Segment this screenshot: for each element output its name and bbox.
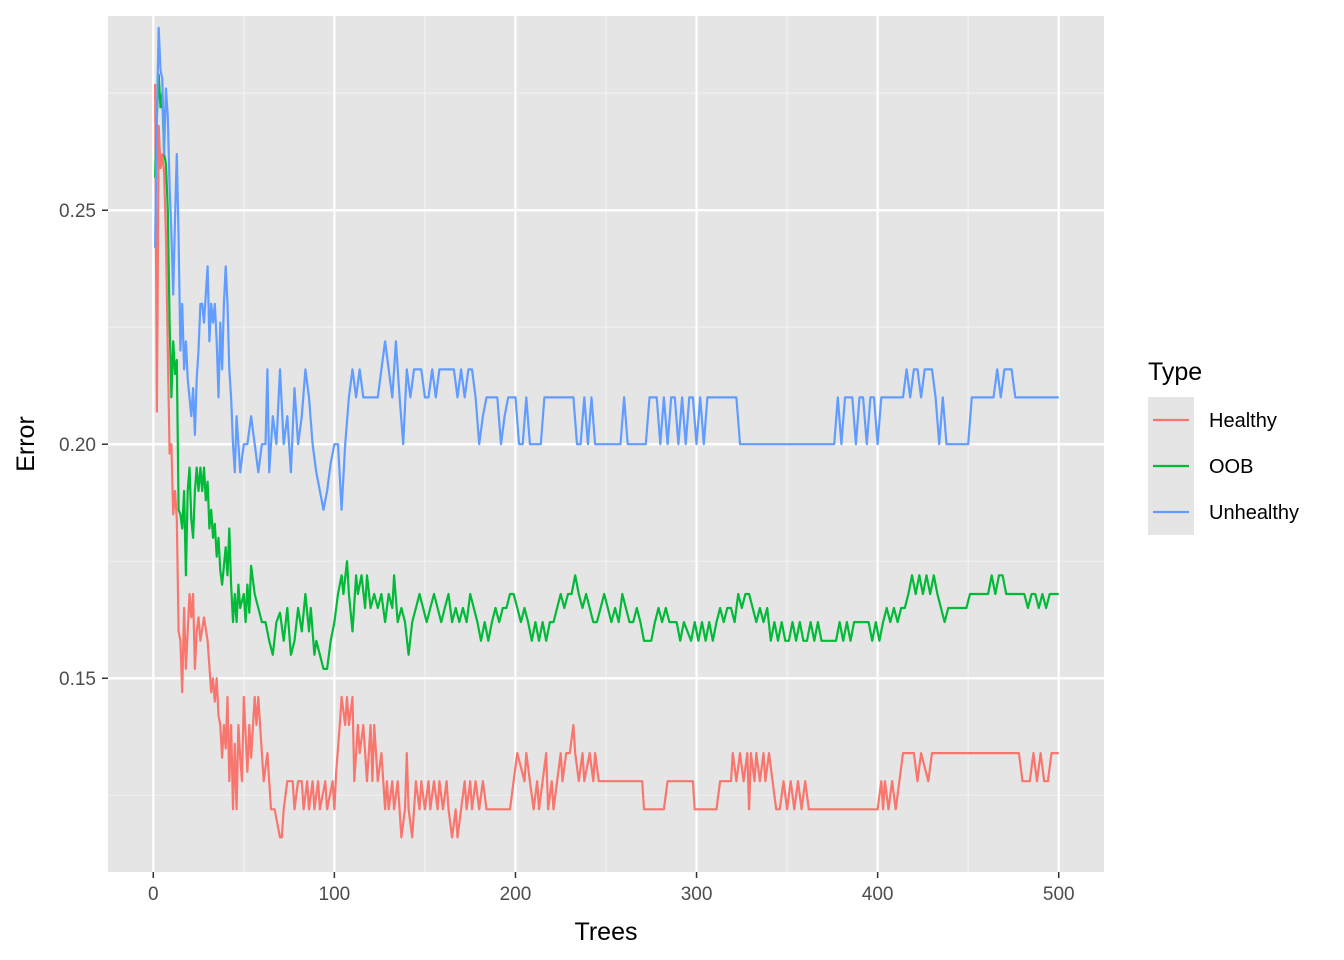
legend-title: Type — [1148, 358, 1202, 386]
legend-label-unhealthy: Unhealthy — [1209, 502, 1299, 524]
series-lines — [154, 26, 1059, 839]
y-tick-label: 0.15 — [59, 669, 96, 690]
y-axis-title: Error — [12, 416, 40, 472]
x-axis-title: Trees — [575, 918, 638, 946]
y-tick-label: 0.25 — [59, 201, 96, 222]
x-tick-label: 500 — [1043, 884, 1075, 905]
x-tick-label: 100 — [319, 884, 351, 905]
x-tick-label: 300 — [681, 884, 713, 905]
series-line-healthy — [154, 83, 1059, 839]
y-axis: 0.15 0.20 0.25 — [59, 201, 108, 690]
x-tick-label: 400 — [862, 884, 894, 905]
legend-label-oob: OOB — [1209, 456, 1253, 478]
x-tick-label: 0 — [148, 884, 159, 905]
y-tick-label: 0.20 — [59, 435, 96, 456]
series-line-oob — [154, 73, 1059, 670]
legend-label-healthy: Healthy — [1209, 410, 1277, 432]
legend-items: Healthy OOB Unhealthy — [1153, 410, 1299, 524]
x-tick-label: 200 — [500, 884, 532, 905]
x-axis: 0 100 200 300 400 500 — [148, 872, 1075, 905]
series-line-unhealthy — [154, 26, 1059, 511]
legend: Type Healthy OOB Unhealthy — [1148, 358, 1299, 535]
